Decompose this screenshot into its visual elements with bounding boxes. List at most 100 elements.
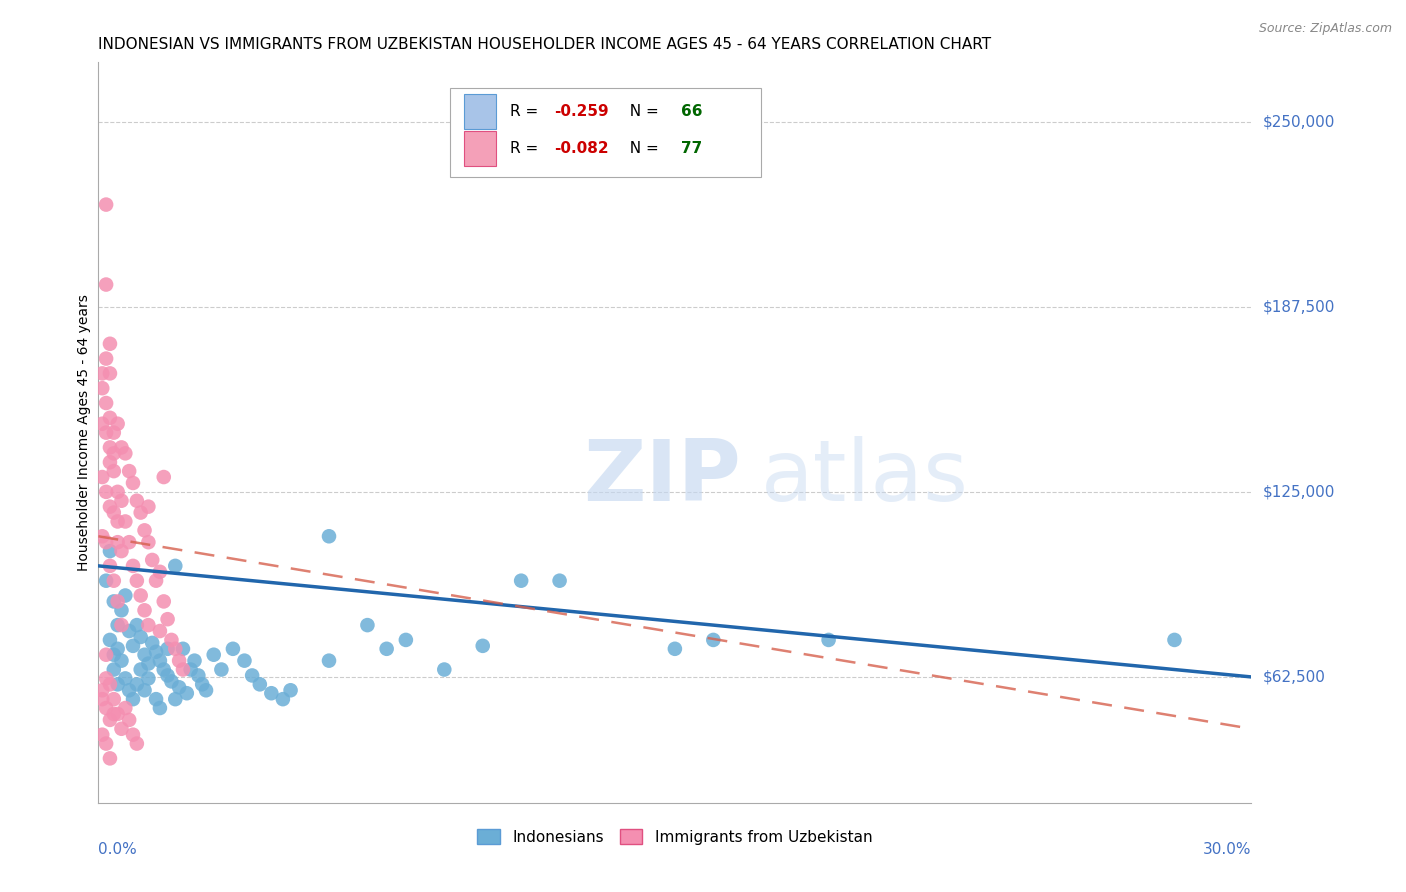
Point <box>118 624 141 638</box>
Point <box>114 446 136 460</box>
Point <box>167 654 190 668</box>
Point <box>114 672 136 686</box>
Text: -0.259: -0.259 <box>554 103 609 119</box>
Text: N =: N = <box>620 141 664 156</box>
Point <box>195 683 218 698</box>
Point <box>375 641 398 656</box>
Point <box>122 558 145 573</box>
Point <box>172 641 194 656</box>
Point <box>98 441 121 455</box>
Point <box>91 367 114 381</box>
Point <box>110 493 132 508</box>
Point <box>103 425 125 440</box>
Point <box>110 603 132 617</box>
Point <box>107 706 129 721</box>
Point <box>91 381 114 395</box>
Point <box>187 668 209 682</box>
Text: $125,000: $125,000 <box>1263 484 1334 500</box>
Point <box>98 455 121 469</box>
Point <box>548 574 571 588</box>
Point <box>107 417 129 431</box>
Text: -0.082: -0.082 <box>554 141 609 156</box>
Point <box>98 632 121 647</box>
Point <box>91 470 114 484</box>
Point <box>110 618 132 632</box>
Point <box>145 645 167 659</box>
Text: 77: 77 <box>681 141 702 156</box>
Point <box>118 464 141 478</box>
Point <box>98 410 121 425</box>
Point <box>118 535 141 549</box>
Text: atlas: atlas <box>762 435 969 518</box>
Point <box>91 417 114 431</box>
Point <box>122 692 145 706</box>
Point <box>103 446 125 460</box>
Text: $187,500: $187,500 <box>1263 299 1334 314</box>
Point <box>138 618 160 632</box>
Point <box>271 692 294 706</box>
Legend: Indonesians, Immigrants from Uzbekistan: Indonesians, Immigrants from Uzbekistan <box>471 822 879 851</box>
Point <box>94 648 117 662</box>
Text: 30.0%: 30.0% <box>1204 842 1251 856</box>
Point <box>510 574 533 588</box>
Point <box>145 574 167 588</box>
Point <box>138 500 160 514</box>
Point <box>129 663 152 677</box>
Point <box>318 654 340 668</box>
Text: $62,500: $62,500 <box>1263 669 1326 684</box>
Point <box>160 674 183 689</box>
Text: $250,000: $250,000 <box>1263 114 1334 129</box>
Point <box>98 751 121 765</box>
Point <box>222 641 245 656</box>
Point <box>471 639 494 653</box>
Point <box>98 544 121 558</box>
Point <box>180 663 202 677</box>
Point <box>103 594 125 608</box>
Point <box>118 683 141 698</box>
Point <box>94 351 117 366</box>
Point <box>103 706 125 721</box>
Point <box>664 641 686 656</box>
FancyBboxPatch shape <box>450 88 762 178</box>
Point <box>91 529 114 543</box>
Text: R =: R = <box>510 103 543 119</box>
Point <box>103 506 125 520</box>
Point <box>260 686 283 700</box>
Point <box>98 677 121 691</box>
Point <box>118 713 141 727</box>
Point <box>98 500 121 514</box>
Point <box>110 441 132 455</box>
Point <box>122 639 145 653</box>
Point <box>114 701 136 715</box>
Point <box>94 277 117 292</box>
Point <box>98 713 121 727</box>
Point <box>138 535 160 549</box>
Point <box>110 654 132 668</box>
Point <box>94 701 117 715</box>
Point <box>395 632 418 647</box>
Point <box>129 506 152 520</box>
Point <box>233 654 256 668</box>
Point <box>152 470 174 484</box>
Bar <box>464 94 496 129</box>
Text: ZIP: ZIP <box>582 435 741 518</box>
Point <box>91 692 114 706</box>
Point <box>103 663 125 677</box>
Text: 0.0%: 0.0% <box>98 842 138 856</box>
Point <box>129 630 152 644</box>
Point <box>318 529 340 543</box>
Point <box>94 425 117 440</box>
Point <box>107 618 129 632</box>
Point <box>191 677 214 691</box>
Point <box>125 737 148 751</box>
Point <box>280 683 302 698</box>
Point <box>91 728 114 742</box>
Point <box>156 668 179 682</box>
Point <box>134 683 156 698</box>
Point <box>94 535 117 549</box>
Point <box>125 574 148 588</box>
Point <box>167 681 190 695</box>
Point <box>156 612 179 626</box>
Text: INDONESIAN VS IMMIGRANTS FROM UZBEKISTAN HOUSEHOLDER INCOME AGES 45 - 64 YEARS C: INDONESIAN VS IMMIGRANTS FROM UZBEKISTAN… <box>98 37 991 52</box>
Point <box>149 701 172 715</box>
